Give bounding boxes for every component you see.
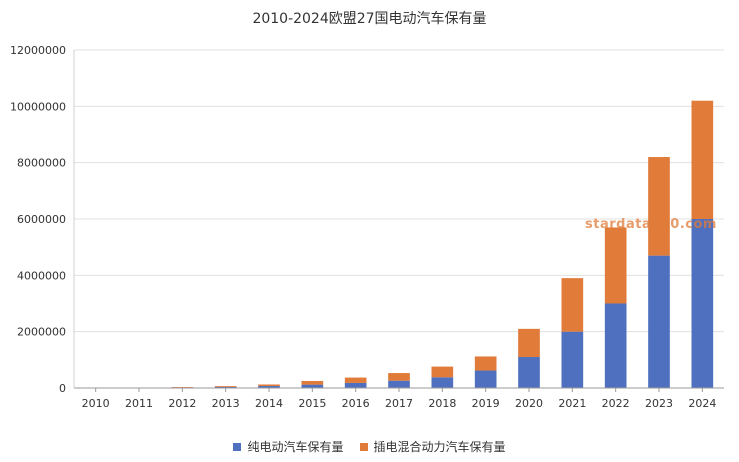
bar-phev-2023[interactable] <box>648 157 670 256</box>
y-tick-label: 10000000 <box>10 100 66 113</box>
bar-bev-2024[interactable] <box>691 219 714 388</box>
y-tick-label: 4000000 <box>17 269 66 282</box>
bar-phev-2017[interactable] <box>388 373 410 381</box>
bar-bev-2013[interactable] <box>214 386 237 388</box>
x-tick-label: 2019 <box>472 397 500 410</box>
legend-swatch-phev <box>359 442 368 451</box>
legend-label-phev: 插电混合动力汽车保有量 <box>373 440 506 454</box>
x-tick-label: 2020 <box>515 397 543 410</box>
bar-bev-2016[interactable] <box>344 382 367 388</box>
x-tick-label: 2022 <box>602 397 630 410</box>
bar-phev-2019[interactable] <box>474 356 497 371</box>
bar-phev-2014[interactable] <box>258 384 280 387</box>
bar-bev-2014[interactable] <box>258 386 280 388</box>
x-tick-label: 2014 <box>255 397 283 410</box>
y-tick-label: 8000000 <box>17 157 66 170</box>
bars <box>84 100 714 389</box>
bar-bev-2021[interactable] <box>561 331 584 388</box>
legend: 纯电动汽车保有量 插电混合动力汽车保有量 <box>0 438 739 455</box>
x-tick-label: 2018 <box>428 397 456 410</box>
x-tick-label: 2010 <box>82 397 110 410</box>
bar-phev-2020[interactable] <box>518 328 540 358</box>
y-tick-label: 6000000 <box>17 213 66 226</box>
x-tick-label: 2016 <box>342 397 370 410</box>
chart-title: 2010-2024欧盟27国电动汽车保有量 <box>252 11 487 27</box>
x-tick-label: 2013 <box>212 397 240 410</box>
legend-label-bev: 纯电动汽车保有量 <box>247 440 344 454</box>
y-tick-label: 0 <box>59 382 66 395</box>
bar-bev-2019[interactable] <box>474 370 497 388</box>
bar-phev-2018[interactable] <box>431 366 454 378</box>
x-tick-label: 2017 <box>385 397 413 410</box>
x-tick-label: 2021 <box>558 397 586 410</box>
y-tick-label: 2000000 <box>17 326 66 339</box>
bar-phev-2013[interactable] <box>214 386 237 387</box>
legend-item-phev[interactable]: 插电混合动力汽车保有量 <box>359 438 506 455</box>
bar-bev-2023[interactable] <box>648 255 670 388</box>
bar-phev-2015[interactable] <box>301 380 324 385</box>
watermark: stardata360.com <box>585 217 717 232</box>
legend-item-bev[interactable]: 纯电动汽车保有量 <box>233 438 344 455</box>
bar-bev-2017[interactable] <box>388 380 410 388</box>
bar-bev-2020[interactable] <box>518 357 540 388</box>
bar-bev-2022[interactable] <box>604 303 627 389</box>
y-tick-label: 12000000 <box>10 44 66 57</box>
x-tick-label: 2024 <box>688 397 716 410</box>
x-tick-label: 2023 <box>645 397 673 410</box>
bar-phev-2022[interactable] <box>604 227 627 304</box>
x-tick-label: 2011 <box>125 397 153 410</box>
axes: 0 2000000 4000000 6000000 8000000 10000000 120… <box>10 44 724 410</box>
bar-phev-2024[interactable] <box>691 100 714 219</box>
legend-swatch-bev <box>233 442 242 451</box>
bar-phev-2016[interactable] <box>344 377 367 383</box>
bar-bev-2015[interactable] <box>301 384 324 388</box>
bar-phev-2021[interactable] <box>561 278 584 332</box>
x-tick-label: 2012 <box>168 397 196 410</box>
bar-bev-2018[interactable] <box>431 377 454 388</box>
x-tick-label: 2015 <box>298 397 326 410</box>
